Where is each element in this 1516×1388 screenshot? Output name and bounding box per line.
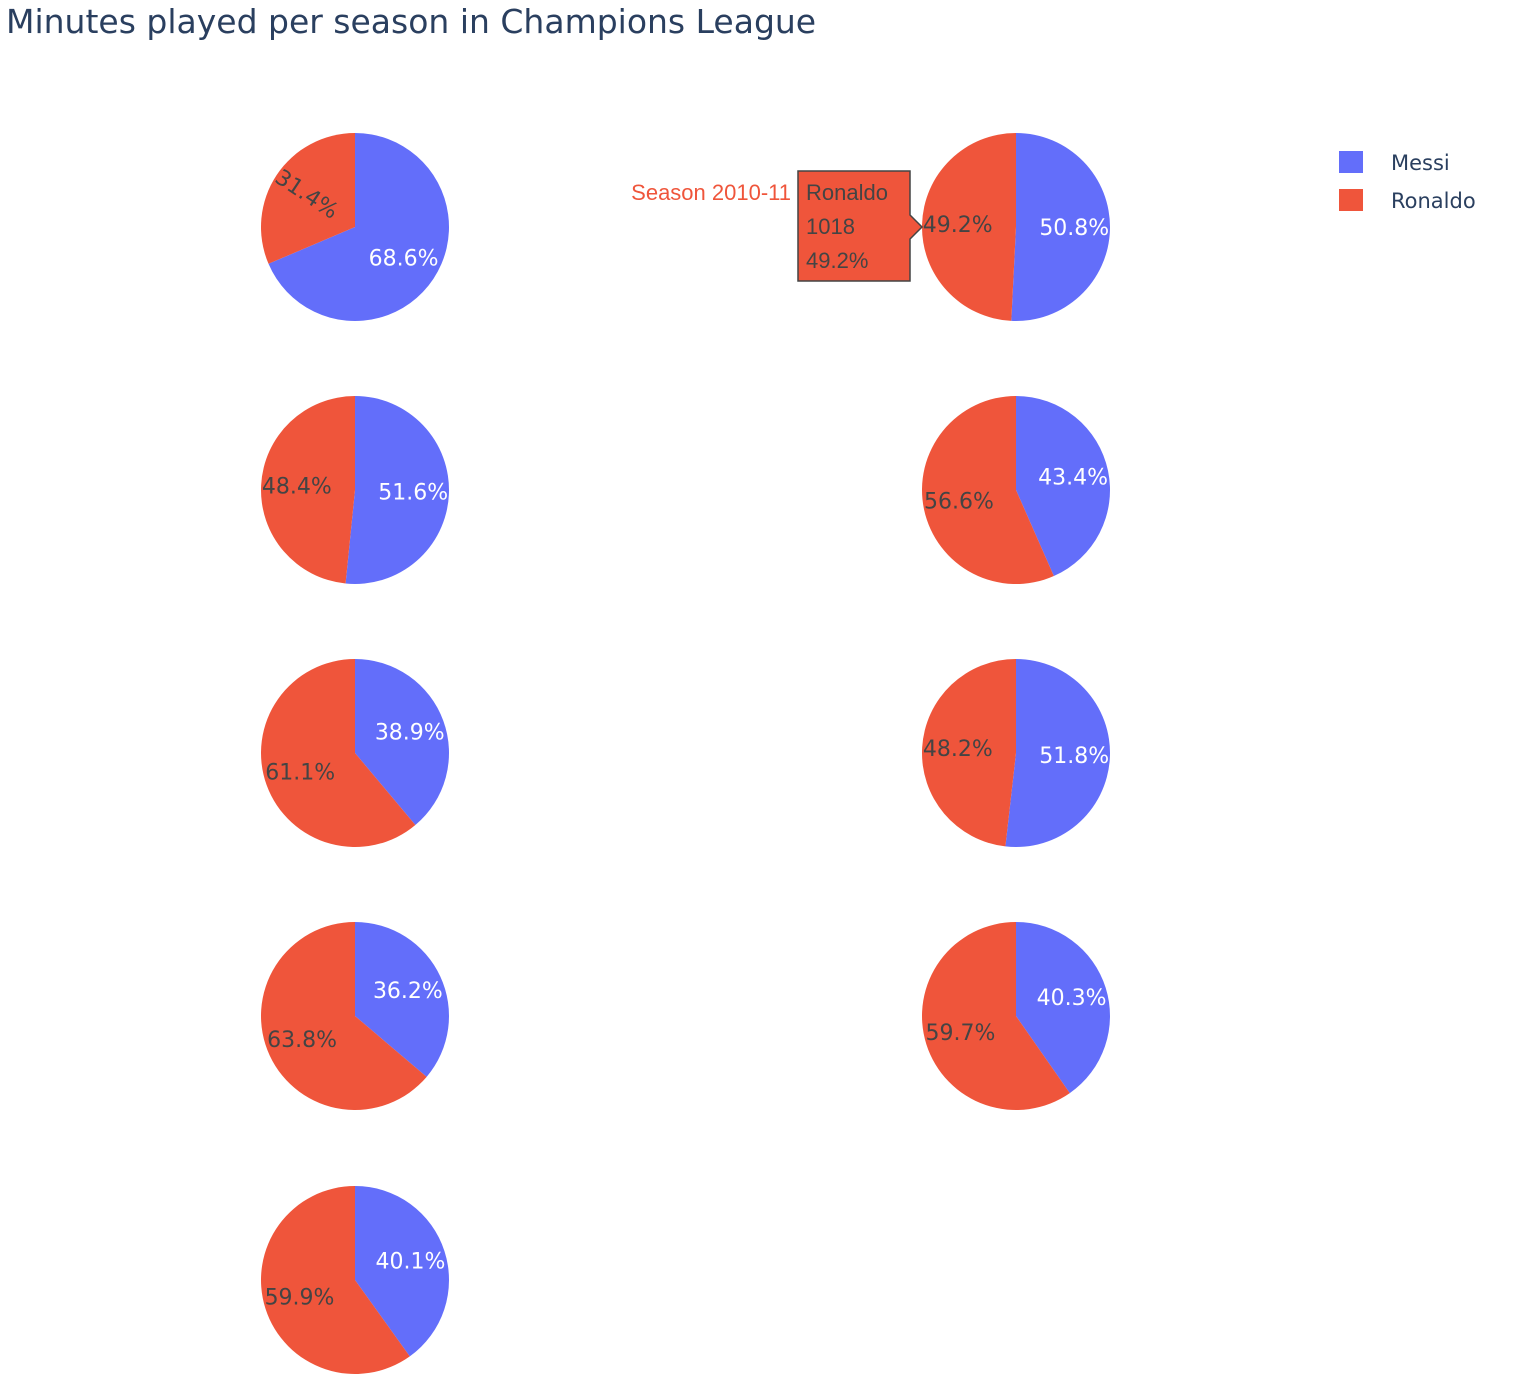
legend: Messi Ronaldo <box>1339 151 1476 213</box>
legend-swatch-messi[interactable] <box>1339 151 1363 173</box>
pie-7[interactable]: 36.2% 63.8% <box>260 922 449 1111</box>
pie-slice-messi[interactable] <box>1016 396 1110 577</box>
slice-label: 43.4% <box>1038 466 1108 491</box>
pie-slice-ronaldo[interactable] <box>260 396 355 584</box>
hover-tooltip: Season 2010-11 Ronaldo 1018 49.2% <box>631 170 924 282</box>
slice-label: 61.1% <box>265 760 335 785</box>
tooltip-series: Ronaldo <box>806 180 888 205</box>
pie-slice-ronaldo[interactable] <box>921 659 1016 847</box>
tooltip-season-label: Season 2010-11 <box>631 180 791 205</box>
pie-5[interactable]: 38.9% 61.1% <box>261 659 449 847</box>
pie-slice-ronaldo[interactable] <box>921 396 1054 584</box>
slice-label: 51.6% <box>378 480 448 505</box>
slice-label: 50.8% <box>1039 216 1109 241</box>
slice-label: 51.8% <box>1039 744 1109 769</box>
pies-group: 68.6%31.4% 50.8% 49.2% 51.6% 48.4% 43.4% 56.6%… <box>260 133 1111 1374</box>
tooltip-value: 1018 <box>806 214 855 239</box>
legend-label-ronaldo[interactable]: Ronaldo <box>1391 189 1476 213</box>
pie-slice-messi[interactable] <box>355 922 449 1077</box>
slice-label: 40.1% <box>376 1250 446 1275</box>
pie-9[interactable]: 40.1% 59.9% <box>261 1186 450 1374</box>
pie-slice-messi[interactable] <box>1005 659 1110 847</box>
legend-swatch-ronaldo[interactable] <box>1339 189 1363 211</box>
tooltip-box <box>797 170 924 282</box>
tooltip-percent: 49.2% <box>806 248 868 273</box>
chart-title: Minutes played per season in Champions L… <box>6 2 816 41</box>
slice-label: 48.4% <box>262 475 332 500</box>
slice-label: 59.7% <box>925 1021 995 1046</box>
slice-label: 56.6% <box>924 489 994 514</box>
pie-slice-messi[interactable] <box>268 133 449 321</box>
pie-1[interactable]: 68.6%31.4% <box>261 133 449 321</box>
pie-slice-messi[interactable] <box>355 1186 450 1357</box>
slice-label: 40.3% <box>1037 986 1107 1011</box>
pie-3[interactable]: 51.6% 48.4% <box>260 396 449 584</box>
pie-slice-messi[interactable] <box>1016 922 1110 1094</box>
pie-4[interactable]: 43.4% 56.6% <box>921 396 1110 584</box>
legend-label-messi[interactable]: Messi <box>1391 151 1450 175</box>
pie-slice-ronaldo[interactable] <box>922 133 1016 321</box>
pie-slice-ronaldo[interactable] <box>261 659 416 847</box>
pie-slice-ronaldo[interactable] <box>261 133 355 264</box>
slice-label: 48.2% <box>923 737 993 762</box>
pie-slice-ronaldo[interactable] <box>261 1186 410 1374</box>
slice-label: 63.8% <box>267 1028 337 1053</box>
slice-label: 59.9% <box>265 1285 335 1310</box>
pie-slice-messi[interactable] <box>345 396 449 584</box>
slice-label: 36.2% <box>373 979 443 1004</box>
slice-label: 49.2% <box>923 213 993 238</box>
pie-2[interactable]: 50.8% 49.2% <box>922 133 1111 321</box>
pie-slice-messi[interactable] <box>1011 133 1111 321</box>
pie-6[interactable]: 51.8% 48.2% <box>921 659 1110 847</box>
pie-slice-ronaldo[interactable] <box>921 922 1070 1110</box>
pie-slice-messi[interactable] <box>355 659 449 826</box>
pie-8[interactable]: 40.3% 59.7% <box>921 922 1110 1110</box>
slice-label: 38.9% <box>375 721 445 746</box>
slice-label: 68.6% <box>369 247 439 272</box>
pie-slice-ronaldo[interactable] <box>260 922 427 1111</box>
